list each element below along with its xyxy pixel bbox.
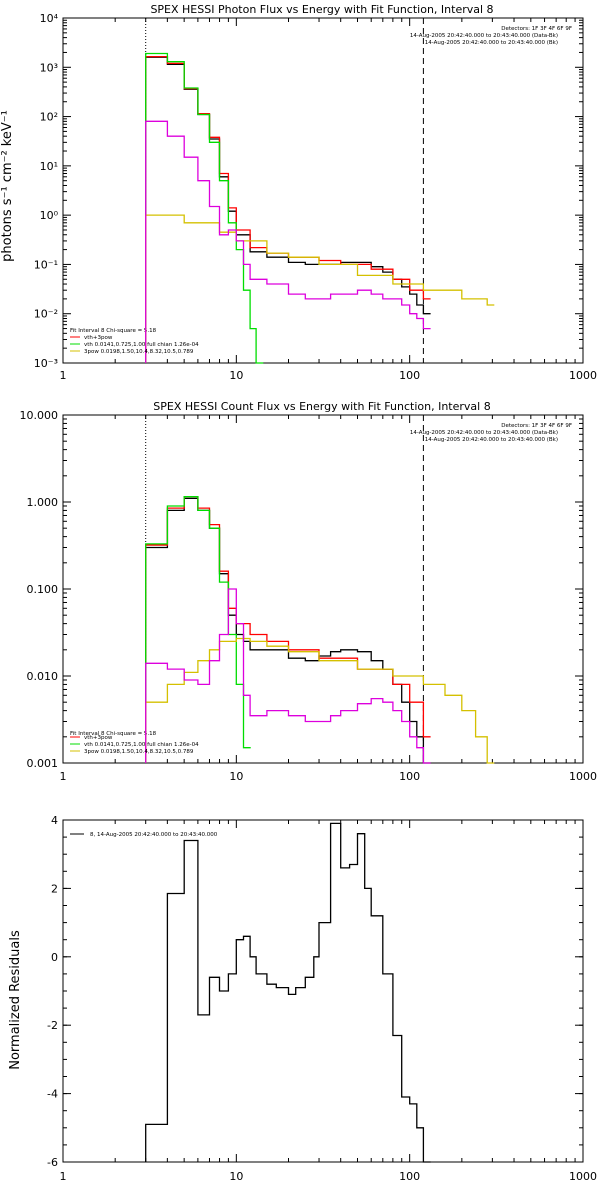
y-tick-label: 10.000: [20, 409, 59, 422]
legend-entry: vth 0.0141,0.725,1.00 full chian 1.26e-0…: [84, 342, 199, 348]
series-line-2: [145, 52, 264, 364]
y-tick-label: 10⁰: [40, 209, 59, 222]
info-line: 14-Aug-2005 20:42:40.000 to 20:43:40.000…: [425, 437, 558, 443]
y-tick-label: -6: [47, 1156, 58, 1169]
x-tick-label: 1: [60, 369, 67, 382]
series-line-1: [145, 55, 431, 363]
count-flux-panel: SPEX HESSI Count Flux vs Energy with Fit…: [20, 400, 598, 783]
y-axis-label: photons s⁻¹ cm⁻² keV⁻¹: [0, 110, 15, 262]
x-tick-label: 10: [229, 369, 243, 382]
fit-label: Fit Interval 8 Chi-square = 5.18: [70, 328, 157, 334]
series-line-3: [145, 637, 495, 764]
y-tick-label: -2: [47, 1019, 58, 1032]
series-line-1: [145, 496, 431, 763]
panel-title: SPEX HESSI Photon Flux vs Energy with Fi…: [150, 3, 493, 16]
fit-label: Fit Interval 8 Chi-square = 5.18: [70, 731, 157, 737]
x-tick-label: 1000: [569, 770, 597, 783]
y-tick-label: 1.000: [27, 496, 59, 509]
y-tick-label: 0.010: [27, 670, 59, 683]
info-line: Detectors: 1F 3F 4F 6F 9F: [501, 26, 572, 32]
legend-entry: vth 0.0141,0.725,1.00 full chian 1.26e-0…: [84, 742, 199, 748]
x-tick-label: 10: [229, 770, 243, 783]
photon-flux-panel: SPEX HESSI Photon Flux vs Energy with Fi…: [0, 3, 597, 382]
info-line: Detectors: 1F 3F 4F 6F 9F: [501, 423, 572, 429]
y-tick-label: 0.001: [27, 757, 59, 770]
series-line-0: [145, 497, 431, 764]
x-tick-label: 1: [60, 770, 67, 783]
y-tick-label: 10²: [40, 111, 58, 124]
series-line-0: [145, 56, 431, 363]
info-line: 14-Aug-2005 20:42:40.000 to 20:43:40.000…: [425, 40, 558, 46]
y-tick-label: -4: [47, 1088, 58, 1101]
legend-entry: 3pow 0.0198,1.50,10.4,8.32,10.5,0.789: [84, 749, 194, 755]
plot-frame: [62, 17, 584, 364]
x-tick-label: 1000: [569, 369, 597, 382]
legend-entry: vth+3pow: [84, 335, 113, 341]
x-tick-label: 10: [229, 1170, 243, 1183]
y-tick-label: 0: [51, 951, 58, 964]
y-tick-label: 10¹: [40, 160, 58, 173]
x-tick-label: 100: [399, 369, 420, 382]
y-tick-label: 2: [51, 882, 58, 895]
series-line-0: [145, 822, 431, 1163]
y-axis-label: Normalized Residuals: [8, 930, 23, 1070]
info-line: 14-Aug-2005 20:42:40.000 to 20:43:40.000…: [410, 33, 558, 39]
panel-title: SPEX HESSI Count Flux vs Energy with Fit…: [153, 400, 490, 413]
plot-frame: [62, 414, 584, 764]
y-tick-label: 10⁴: [40, 12, 59, 25]
y-tick-label: 10⁻³: [34, 357, 58, 370]
y-tick-label: 4: [51, 814, 58, 827]
x-tick-label: 1000: [569, 1170, 597, 1183]
series-line-2: [145, 496, 251, 763]
legend-entry: vth+3pow: [84, 735, 113, 741]
series-line-3: [145, 214, 495, 363]
legend-entry: 3pow 0.0198,1.50,10.4,8.32,10.5,0.789: [84, 349, 194, 355]
y-tick-label: 10⁻²: [34, 308, 58, 321]
series-line-4: [145, 120, 431, 363]
info-line: 14-Aug-2005 20:42:40.000 to 20:43:40.000…: [410, 430, 558, 436]
y-tick-label: 10³: [40, 61, 58, 74]
residuals-panel: Normalized Residuals 8, 14-Aug-2005 20:4…: [8, 814, 597, 1183]
plot-frame: [62, 819, 584, 1163]
x-tick-label: 100: [399, 1170, 420, 1183]
x-tick-label: 1: [60, 1170, 67, 1183]
x-tick-label: 100: [399, 770, 420, 783]
legend-label: 8, 14-Aug-2005 20:42:40.000 to 20:43:40.…: [90, 832, 218, 838]
series-line-4: [145, 588, 431, 764]
y-tick-label: 0.100: [27, 583, 59, 596]
y-tick-label: 10⁻¹: [34, 258, 58, 271]
